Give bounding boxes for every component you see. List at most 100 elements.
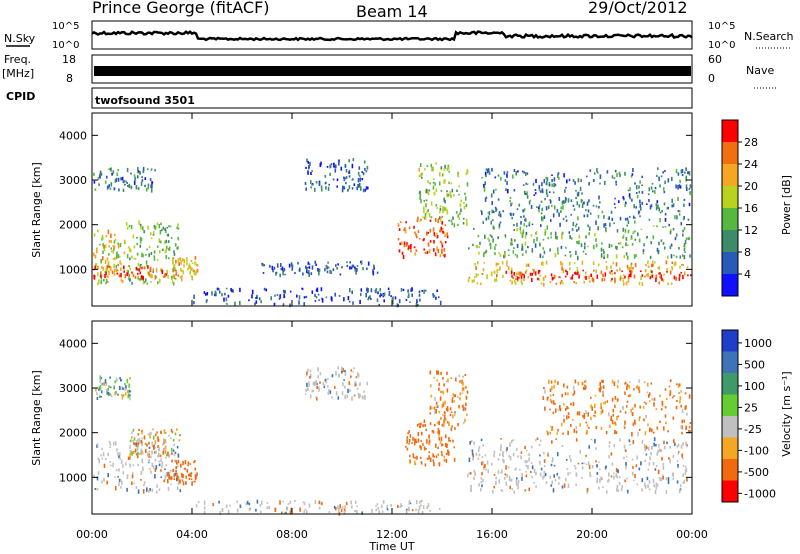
data-cell: [688, 202, 691, 207]
data-cell: [100, 454, 102, 457]
data-cell: [508, 266, 510, 271]
data-cell: [681, 453, 683, 458]
data-cell: [399, 221, 402, 224]
data-cell: [415, 500, 418, 505]
data-cell: [551, 174, 553, 176]
data-cell: [540, 212, 543, 215]
data-cell: [651, 260, 654, 263]
data-cell: [619, 173, 621, 178]
data-cell: [381, 510, 384, 513]
data-cell: [362, 267, 364, 271]
data-cell: [608, 216, 610, 220]
data-cell: [129, 376, 131, 380]
data-cell: [248, 299, 250, 302]
data-cell: [684, 171, 686, 174]
x-tick-label: 00:00: [76, 528, 108, 541]
data-cell: [493, 211, 495, 214]
data-cell: [617, 489, 619, 492]
data-cell: [427, 191, 430, 196]
data-cell: [377, 291, 379, 295]
data-cell: [112, 244, 115, 247]
data-cell: [622, 282, 625, 286]
data-cell: [492, 238, 494, 242]
data-cell: [573, 428, 576, 433]
data-cell: [554, 403, 556, 405]
data-cell: [561, 266, 563, 271]
data-cell: [655, 482, 658, 486]
data-cell: [195, 272, 197, 276]
data-cell: [370, 288, 373, 293]
colorbar-swatch: [722, 274, 738, 297]
data-cell: [567, 430, 569, 436]
data-cell: [575, 282, 577, 285]
data-cell: [365, 293, 367, 298]
data-cell: [137, 277, 139, 280]
data-cell: [488, 239, 491, 242]
data-cell: [138, 441, 140, 444]
data-cell: [203, 500, 206, 505]
data-cell: [511, 280, 513, 285]
data-cell: [451, 425, 453, 428]
data-cell: [488, 171, 491, 175]
data-cell: [386, 504, 388, 509]
data-cell: [248, 508, 251, 511]
data-cell: [254, 297, 257, 299]
data-cell: [142, 166, 145, 172]
data-cell: [632, 440, 635, 445]
data-cell: [553, 474, 555, 478]
data-cell: [355, 271, 357, 275]
data-cell: [498, 213, 500, 217]
data-cell: [348, 159, 350, 163]
data-cell: [562, 205, 564, 210]
data-cell: [422, 443, 424, 446]
data-cell: [520, 455, 522, 460]
data-cell: [168, 434, 170, 437]
data-cell: [526, 191, 528, 196]
data-cell: [675, 255, 678, 258]
data-cell: [630, 174, 633, 178]
data-cell: [638, 390, 641, 393]
data-cell: [158, 460, 160, 463]
data-cell: [587, 412, 589, 417]
data-cell: [137, 463, 139, 467]
data-cell: [447, 164, 450, 169]
data-cell: [509, 196, 512, 199]
data-cell: [669, 379, 672, 383]
data-cell: [439, 254, 442, 258]
data-cell: [421, 510, 424, 515]
data-cell: [428, 189, 431, 192]
data-cell: [408, 501, 411, 505]
data-cell: [159, 241, 161, 243]
data-cell: [429, 412, 432, 415]
data-cell: [432, 185, 435, 187]
data-cell: [409, 301, 411, 303]
data-cell: [496, 274, 498, 278]
data-cell: [646, 382, 649, 387]
data-cell: [470, 489, 472, 492]
data-cell: [463, 201, 465, 204]
data-cell: [398, 228, 401, 231]
data-cell: [628, 439, 631, 443]
data-cell: [439, 396, 442, 401]
data-cell: [634, 403, 636, 408]
data-cell: [172, 257, 175, 260]
data-cell: [627, 395, 630, 397]
data-cell: [619, 410, 622, 413]
data-cell: [571, 274, 574, 277]
data-cell: [282, 289, 285, 293]
data-cell: [528, 487, 530, 492]
data-cell: [414, 463, 417, 466]
data-cell: [445, 408, 448, 411]
data-cell: [426, 251, 429, 254]
data-cell: [584, 386, 586, 391]
data-cell: [664, 446, 666, 450]
data-cell: [204, 293, 207, 296]
data-cell: [95, 262, 98, 267]
data-cell: [150, 184, 152, 189]
cpid-strip: CPID twofsound 3501: [6, 87, 693, 109]
data-cell: [483, 252, 485, 255]
data-cell: [314, 260, 317, 264]
data-cell: [361, 395, 364, 400]
data-cell: [405, 243, 408, 247]
data-cell: [639, 203, 642, 209]
